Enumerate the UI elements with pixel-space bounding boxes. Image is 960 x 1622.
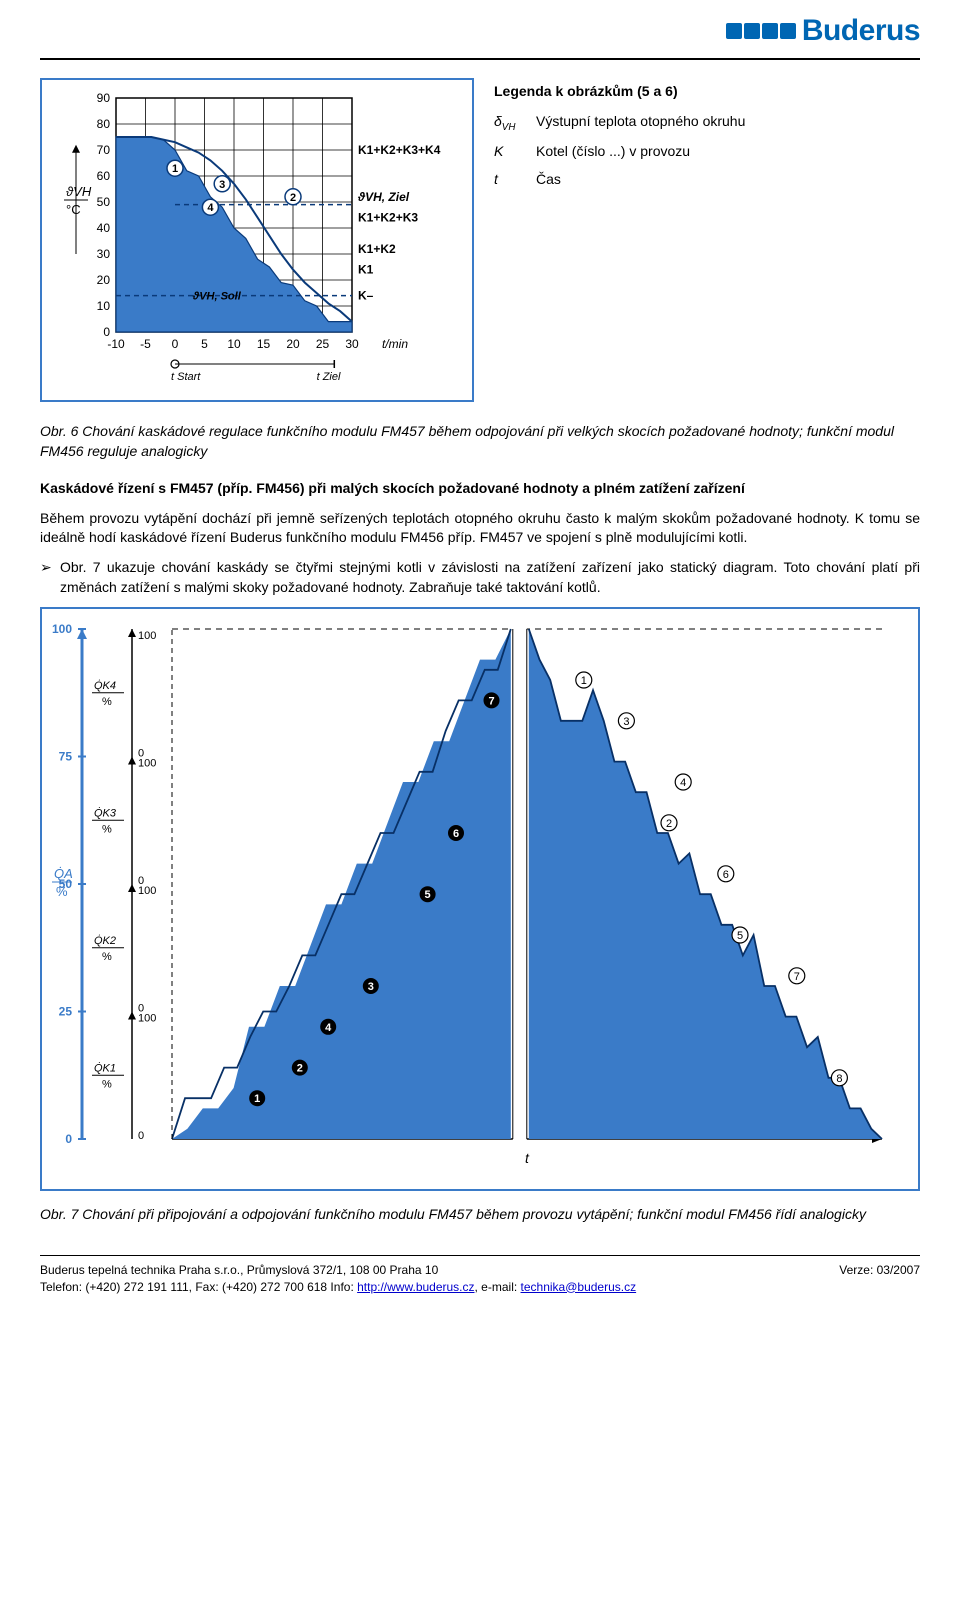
svg-text:25: 25 — [316, 337, 330, 351]
figure-7-caption: Obr. 7 Chování při připojování a odpojov… — [40, 1205, 920, 1225]
paragraph-1: Během provozu vytápění dochází při jemně… — [40, 509, 920, 548]
svg-text:Q̇K1: Q̇K1 — [94, 1062, 116, 1075]
legend-text: Čas — [536, 170, 920, 190]
svg-text:30: 30 — [97, 247, 111, 261]
header-rule — [40, 58, 920, 60]
svg-text:40: 40 — [97, 221, 111, 235]
svg-text:%: % — [102, 696, 112, 708]
figure-6-chart: ϑVH°C0102030405060708090-10-505101520253… — [40, 78, 474, 402]
svg-text:%: % — [102, 823, 112, 835]
svg-text:ϑVH, Ziel: ϑVH, Ziel — [357, 190, 410, 204]
svg-text:K1: K1 — [358, 263, 374, 277]
legend-text: Výstupní teplota otopného okruhu — [536, 112, 920, 135]
legend-text: Kotel (číslo ...) v provozu — [536, 142, 920, 162]
svg-text:25: 25 — [59, 1005, 73, 1019]
svg-text:5: 5 — [737, 930, 743, 942]
svg-text:75: 75 — [59, 750, 73, 764]
svg-text:80: 80 — [97, 117, 111, 131]
svg-text:t Start: t Start — [171, 371, 201, 383]
legend-symbol: K — [494, 142, 522, 162]
svg-text:6: 6 — [723, 869, 729, 881]
svg-text:t Ziel: t Ziel — [317, 371, 341, 383]
svg-text:°C: °C — [66, 202, 81, 217]
svg-text:100: 100 — [138, 630, 156, 642]
svg-text:5: 5 — [201, 337, 208, 351]
figure-6-caption: Obr. 6 Chování kaskádové regulace funkčn… — [40, 422, 920, 461]
svg-text:100: 100 — [52, 622, 72, 636]
bullet-paragraph: ➢ Obr. 7 ukazuje chování kaskády se čtyř… — [40, 558, 920, 597]
svg-text:K1+K2+K3: K1+K2+K3 — [358, 211, 418, 225]
svg-text:100: 100 — [138, 1013, 156, 1025]
svg-text:30: 30 — [345, 337, 359, 351]
footer-right: Verze: 03/2007 — [839, 1262, 920, 1296]
svg-text:1: 1 — [172, 163, 178, 175]
svg-text:ϑVH, Soll: ϑVH, Soll — [192, 291, 242, 303]
svg-text:K–: K– — [358, 289, 374, 303]
svg-text:10: 10 — [227, 337, 241, 351]
legend-box: Legenda k obrázkům (5 a 6) δVH Výstupní t… — [494, 78, 920, 197]
svg-text:7: 7 — [794, 971, 800, 983]
svg-text:t/min: t/min — [382, 337, 408, 351]
svg-text:100: 100 — [138, 885, 156, 897]
svg-text:10: 10 — [97, 299, 111, 313]
svg-text:15: 15 — [257, 337, 271, 351]
svg-text:90: 90 — [97, 91, 111, 105]
page-header: Buderus — [0, 0, 960, 58]
svg-text:3: 3 — [368, 981, 374, 993]
svg-text:2: 2 — [290, 192, 296, 204]
svg-text:100: 100 — [138, 758, 156, 770]
legend-row: δVH Výstupní teplota otopného okruhu — [494, 112, 920, 135]
legend-title: Legenda k obrázkům (5 a 6) — [494, 82, 920, 102]
svg-text:-10: -10 — [107, 337, 125, 351]
figure-7-chart: 0255075100Q̇A%1000Q̇K4%1000Q̇K3%1000Q̇K2… — [40, 607, 920, 1191]
page-footer: Buderus tepelná technika Praha s.r.o., P… — [40, 1255, 920, 1296]
svg-text:0: 0 — [138, 1130, 144, 1142]
svg-text:20: 20 — [286, 337, 300, 351]
svg-text:70: 70 — [97, 143, 111, 157]
svg-text:2: 2 — [297, 1063, 303, 1075]
svg-text:K1+K2: K1+K2 — [358, 242, 396, 256]
svg-text:Q̇K2: Q̇K2 — [94, 934, 116, 947]
legend-row: t Čas — [494, 170, 920, 190]
svg-text:7: 7 — [488, 696, 494, 708]
legend-symbol: t — [494, 170, 522, 190]
brand-name: Buderus — [802, 10, 920, 52]
svg-text:8: 8 — [836, 1073, 842, 1085]
legend-symbol: δVH — [494, 112, 522, 135]
svg-text:5: 5 — [425, 889, 431, 901]
svg-text:0: 0 — [172, 337, 179, 351]
brand-logo: Buderus — [726, 10, 920, 52]
svg-text:20: 20 — [97, 273, 111, 287]
svg-text:%: % — [102, 1078, 112, 1090]
svg-text:4: 4 — [680, 777, 686, 789]
svg-text:K1+K2+K3+K4: K1+K2+K3+K4 — [358, 143, 441, 157]
svg-text:4: 4 — [207, 202, 214, 214]
footer-left: Buderus tepelná technika Praha s.r.o., P… — [40, 1262, 636, 1296]
bullet-text: Obr. 7 ukazuje chování kaskády se čtyřmi… — [60, 558, 920, 597]
svg-text:50: 50 — [97, 195, 111, 209]
svg-text:2: 2 — [666, 818, 672, 830]
svg-text:1: 1 — [581, 675, 587, 687]
svg-text:Q̇K4: Q̇K4 — [94, 679, 116, 692]
bullet-icon: ➢ — [40, 558, 54, 597]
svg-text:3: 3 — [623, 716, 629, 728]
svg-text:ϑVH: ϑVH — [66, 184, 92, 199]
svg-text:Q̇A: Q̇A — [54, 866, 73, 881]
section-heading: Kaskádové řízení s FM457 (příp. FM456) p… — [40, 479, 920, 499]
svg-text:4: 4 — [325, 1022, 332, 1034]
svg-text:0: 0 — [65, 1132, 72, 1146]
legend-row: K Kotel (číslo ...) v provozu — [494, 142, 920, 162]
svg-text:1: 1 — [254, 1093, 260, 1105]
svg-text:%: % — [56, 884, 68, 899]
footer-link-email[interactable]: technika@buderus.cz — [521, 1280, 637, 1294]
svg-text:60: 60 — [97, 169, 111, 183]
svg-text:Q̇K3: Q̇K3 — [94, 807, 117, 820]
svg-text:t: t — [525, 1150, 530, 1166]
svg-text:3: 3 — [219, 179, 225, 191]
svg-text:%: % — [102, 951, 112, 963]
footer-link-web[interactable]: http://www.buderus.cz — [357, 1280, 474, 1294]
svg-text:-5: -5 — [140, 337, 151, 351]
svg-text:6: 6 — [453, 828, 459, 840]
